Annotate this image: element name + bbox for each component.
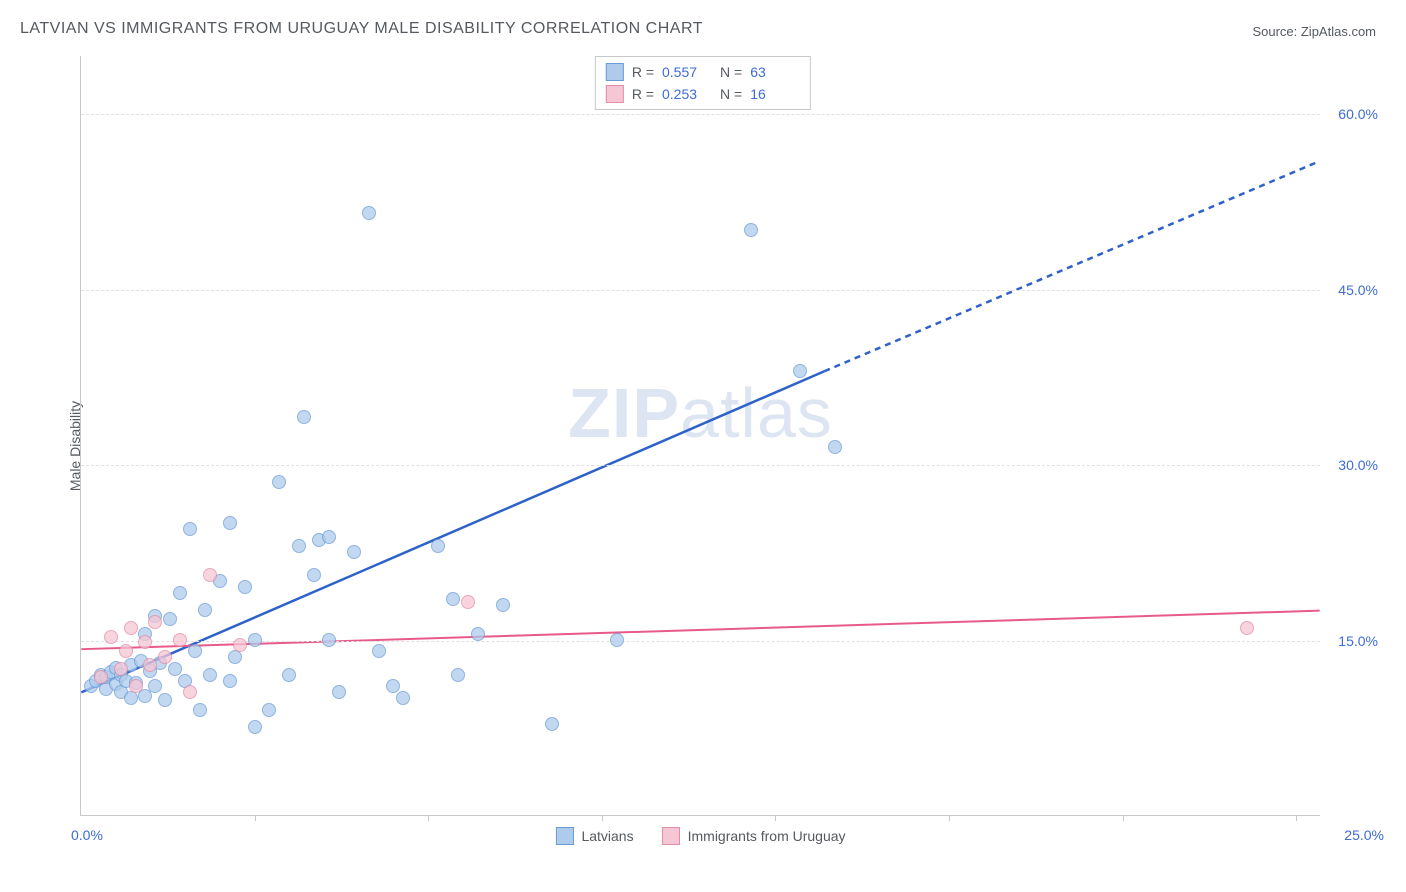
x-tick bbox=[1296, 815, 1297, 821]
chart-container: LATVIAN VS IMMIGRANTS FROM URUGUAY MALE … bbox=[20, 20, 1386, 872]
stat-n-label: N = bbox=[720, 86, 742, 102]
data-point bbox=[129, 679, 143, 693]
source-label: Source: ZipAtlas.com bbox=[1252, 24, 1376, 39]
data-point bbox=[307, 568, 321, 582]
x-tick bbox=[602, 815, 603, 821]
y-tick-label: 15.0% bbox=[1338, 633, 1378, 649]
data-point bbox=[446, 592, 460, 606]
data-point bbox=[173, 586, 187, 600]
legend-stat-row: R = 0.557 N = 63 bbox=[606, 61, 800, 83]
data-point bbox=[545, 717, 559, 731]
y-tick-label: 30.0% bbox=[1338, 457, 1378, 473]
stat-n-value: 16 bbox=[750, 86, 800, 102]
data-point bbox=[238, 580, 252, 594]
y-tick-label: 60.0% bbox=[1338, 106, 1378, 122]
gridline bbox=[81, 290, 1320, 291]
x-origin-label: 0.0% bbox=[71, 827, 103, 843]
data-point bbox=[168, 662, 182, 676]
chart-title: LATVIAN VS IMMIGRANTS FROM URUGUAY MALE … bbox=[20, 20, 703, 38]
data-point bbox=[461, 595, 475, 609]
x-tick bbox=[949, 815, 950, 821]
data-point bbox=[183, 685, 197, 699]
data-point bbox=[233, 638, 247, 652]
trend-lines bbox=[81, 56, 1320, 815]
data-point bbox=[173, 633, 187, 647]
data-point bbox=[203, 668, 217, 682]
legend-stats: R = 0.557 N = 63 R = 0.253 N = 16 bbox=[595, 56, 811, 110]
x-max-label: 25.0% bbox=[1344, 827, 1384, 843]
data-point bbox=[372, 644, 386, 658]
x-tick bbox=[428, 815, 429, 821]
data-point bbox=[188, 644, 202, 658]
stat-n-value: 63 bbox=[750, 64, 800, 80]
data-point bbox=[1240, 621, 1254, 635]
legend-label: Immigrants from Uruguay bbox=[688, 828, 846, 844]
data-point bbox=[396, 691, 410, 705]
legend-bottom: Latvians Immigrants from Uruguay bbox=[555, 827, 845, 845]
data-point bbox=[223, 516, 237, 530]
gridline bbox=[81, 465, 1320, 466]
data-point bbox=[347, 545, 361, 559]
stat-r-value: 0.557 bbox=[662, 64, 712, 80]
x-tick bbox=[775, 815, 776, 821]
legend-item: Immigrants from Uruguay bbox=[662, 827, 846, 845]
stat-r-label: R = bbox=[632, 86, 654, 102]
data-point bbox=[198, 603, 212, 617]
data-point bbox=[114, 662, 128, 676]
watermark: ZIPatlas bbox=[568, 373, 833, 453]
stat-r-label: R = bbox=[632, 64, 654, 80]
data-point bbox=[610, 633, 624, 647]
data-point bbox=[297, 410, 311, 424]
y-tick-label: 45.0% bbox=[1338, 282, 1378, 298]
data-point bbox=[148, 615, 162, 629]
data-point bbox=[793, 364, 807, 378]
data-point bbox=[322, 633, 336, 647]
x-tick bbox=[255, 815, 256, 821]
legend-label: Latvians bbox=[581, 828, 633, 844]
data-point bbox=[148, 679, 162, 693]
data-point bbox=[193, 703, 207, 717]
data-point bbox=[262, 703, 276, 717]
legend-item: Latvians bbox=[555, 827, 633, 845]
data-point bbox=[138, 635, 152, 649]
data-point bbox=[828, 440, 842, 454]
plot-area: ZIPatlas 0.0% 25.0% LatviansImmigrants f… bbox=[80, 56, 1320, 816]
data-point bbox=[124, 621, 138, 635]
data-point bbox=[362, 206, 376, 220]
data-point bbox=[119, 644, 133, 658]
x-tick bbox=[1123, 815, 1124, 821]
stat-n-label: N = bbox=[720, 64, 742, 80]
data-point bbox=[496, 598, 510, 612]
legend-swatch bbox=[606, 63, 624, 81]
legend-swatch bbox=[606, 85, 624, 103]
data-point bbox=[471, 627, 485, 641]
legend-swatch bbox=[662, 827, 680, 845]
data-point bbox=[163, 612, 177, 626]
data-point bbox=[282, 668, 296, 682]
data-point bbox=[322, 530, 336, 544]
data-point bbox=[332, 685, 346, 699]
data-point bbox=[223, 674, 237, 688]
gridline bbox=[81, 114, 1320, 115]
data-point bbox=[158, 650, 172, 664]
data-point bbox=[143, 658, 157, 672]
stat-r-value: 0.253 bbox=[662, 86, 712, 102]
data-point bbox=[183, 522, 197, 536]
legend-swatch bbox=[555, 827, 573, 845]
data-point bbox=[104, 630, 118, 644]
data-point bbox=[94, 670, 108, 684]
data-point bbox=[431, 539, 445, 553]
data-point bbox=[386, 679, 400, 693]
legend-stat-row: R = 0.253 N = 16 bbox=[606, 83, 800, 105]
data-point bbox=[248, 633, 262, 647]
data-point bbox=[272, 475, 286, 489]
gridline bbox=[81, 641, 1320, 642]
data-point bbox=[248, 720, 262, 734]
data-point bbox=[158, 693, 172, 707]
data-point bbox=[292, 539, 306, 553]
data-point bbox=[744, 223, 758, 237]
data-point bbox=[451, 668, 465, 682]
data-point bbox=[203, 568, 217, 582]
